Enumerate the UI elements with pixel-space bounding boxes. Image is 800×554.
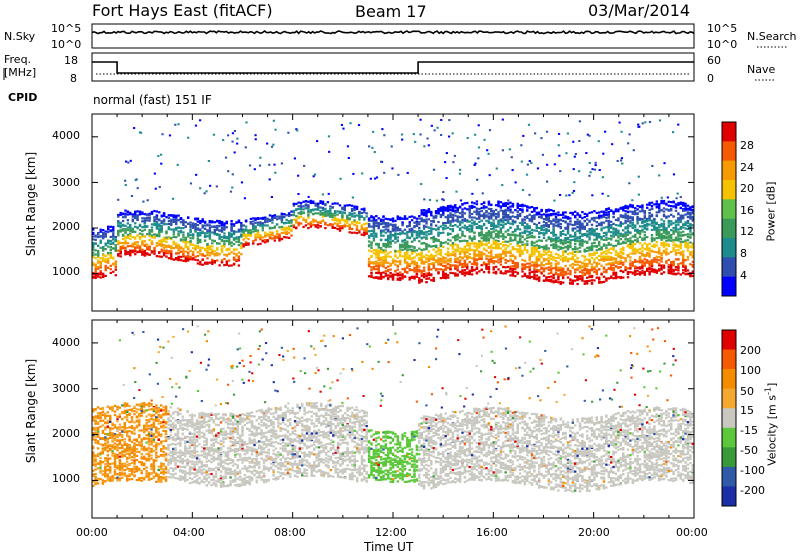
xtick-1: 04:00 (173, 526, 205, 539)
vel-ytick-2000: 2000 (52, 427, 80, 440)
vel-ytick-1000: 1000 (52, 472, 80, 485)
vel-cb-50: 50 (740, 385, 754, 398)
axes (91, 113, 695, 519)
power-cb-28: 28 (740, 139, 754, 152)
power-ytick-4000: 4000 (52, 129, 80, 142)
xlabel: Time UT (364, 540, 414, 554)
cpid-label: CPID (8, 91, 38, 104)
nsky-label: N.Sky (4, 30, 36, 43)
vel-cb-m200: -200 (740, 484, 765, 497)
power-ytick-3000: 3000 (52, 176, 80, 189)
xtick-2: 08:00 (274, 526, 306, 539)
nsearch-label: N.Search (747, 30, 797, 43)
nave-tick-top: 60 (707, 54, 721, 67)
velocity-colorbar (721, 329, 737, 507)
nsky-strip-frame (91, 23, 695, 49)
cpid-text: normal (fast) 151 IF (93, 93, 212, 107)
nave-label: Nave (747, 63, 776, 76)
nsearch-tick-top: 10^5 (707, 22, 738, 35)
station-title: Fort Hays East (fitACF) (92, 1, 273, 20)
strip-panels (3, 23, 788, 82)
freq-strip-frame (91, 52, 695, 82)
xtick-4: 16:00 (476, 526, 508, 539)
xtick-6: 00:00 (676, 526, 708, 539)
beam-label: Beam 17 (355, 2, 427, 21)
power-ytick-1000: 1000 (52, 265, 80, 278)
xtick-5: 20:00 (578, 526, 610, 539)
nsky-trace (91, 29, 695, 35)
velocity-panel (92, 320, 694, 518)
power-panel (92, 114, 694, 311)
power-ylabel: Slant Range [km] (24, 151, 38, 257)
vel-cb-200: 200 (740, 344, 761, 357)
freq-unit: [MHz] (4, 66, 37, 79)
vel-ylabel: Slant Range [km] (24, 358, 38, 464)
vel-cb-15: 15 (740, 404, 754, 417)
vel-cb-m100: -100 (740, 464, 765, 477)
freq-tick-top: 18 (64, 54, 78, 67)
colorbars (721, 121, 737, 507)
vel-cb-m50: -50 (740, 444, 758, 457)
nave-tick-bottom: 0 (707, 72, 714, 85)
power-colorbar (721, 121, 737, 297)
xtick-3: 12:00 (375, 526, 407, 539)
power-cb-12: 12 (740, 225, 754, 238)
power-cb-16: 16 (740, 204, 754, 217)
power-cb-20: 20 (740, 182, 754, 195)
vel-ytick-4000: 4000 (52, 336, 80, 349)
nsearch-tick-bottom: 10^0 (707, 38, 738, 51)
date-label: 03/Mar/2014 (588, 1, 691, 20)
vel-cb-label: Velocity [m s-1] (763, 382, 779, 466)
power-cb-24: 24 (740, 161, 754, 174)
power-ytick-2000: 2000 (52, 220, 80, 233)
freq-tick-bottom: 8 (70, 72, 77, 85)
vel-cb-m15: -15 (740, 424, 758, 437)
vel-cb-100: 100 (740, 364, 761, 377)
power-cb-8: 8 (740, 247, 747, 260)
nsky-tick-bottom: 10^0 (51, 38, 82, 51)
vel-ytick-3000: 3000 (52, 382, 80, 395)
nsky-tick-top: 10^5 (51, 22, 82, 35)
freq-label: Freq. (4, 53, 32, 66)
power-cb-label: Power [dB] (764, 181, 778, 242)
freq-trace (92, 61, 694, 74)
power-cb-4: 4 (740, 269, 747, 282)
xtick-0: 00:00 (76, 526, 108, 539)
